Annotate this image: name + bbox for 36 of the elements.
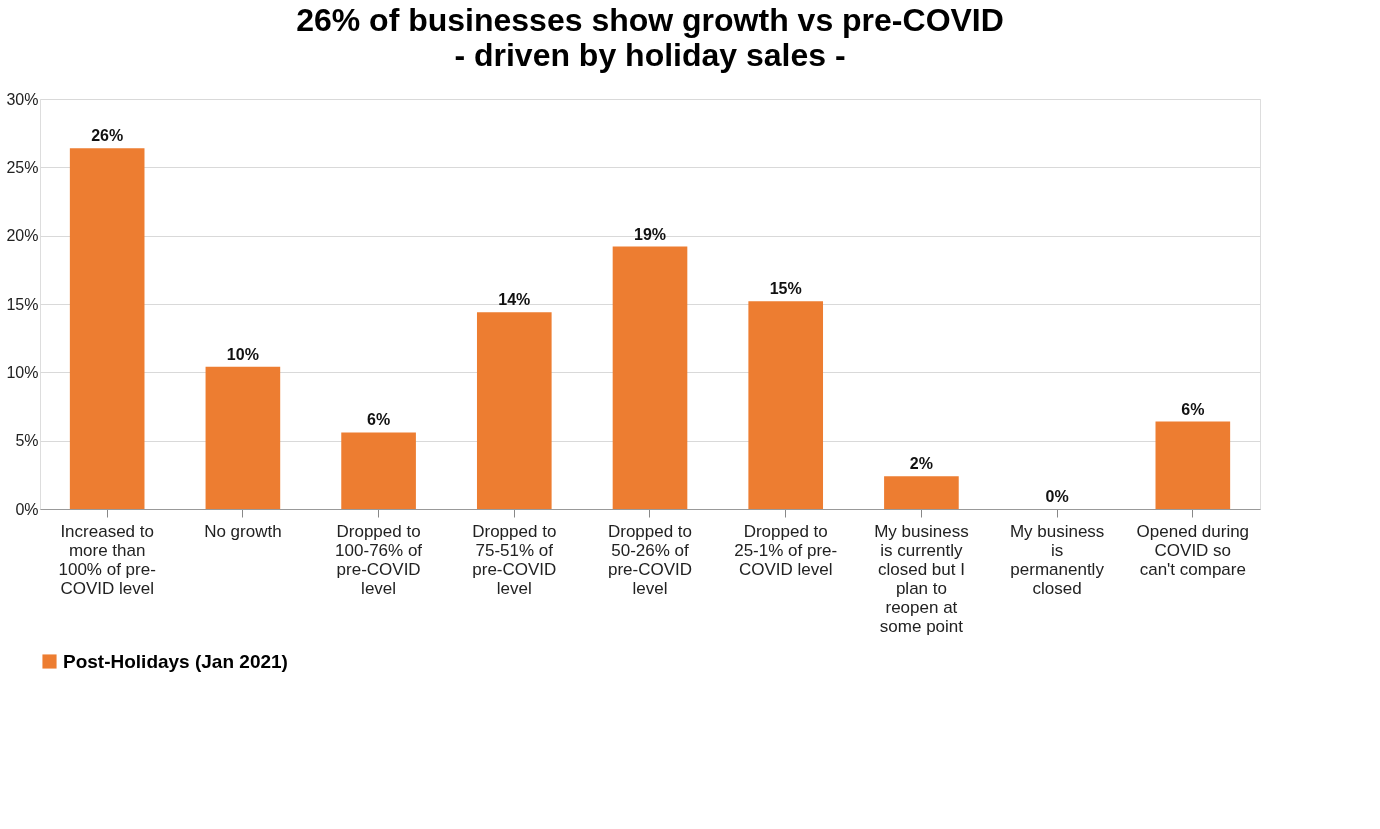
bar bbox=[341, 432, 416, 509]
x-tick-label: My business is currently closed but I plan to reopen at some point bbox=[874, 521, 969, 636]
bar bbox=[748, 301, 824, 509]
x-tick-label: My business is permanently closed bbox=[1009, 521, 1105, 598]
x-tick-label: Dropped to 100-76% of pre-COVID level bbox=[335, 521, 423, 598]
legend-label: Post-Holidays (Jan 2021) bbox=[63, 650, 288, 672]
data-label: 14% bbox=[498, 291, 531, 309]
y-tick-label: 5% bbox=[15, 432, 39, 450]
data-label: 0% bbox=[1045, 488, 1069, 505]
bar bbox=[884, 476, 959, 509]
x-tick-label: Opened during COVID so can't compare bbox=[1136, 521, 1250, 579]
y-tick-label: 0% bbox=[15, 500, 39, 518]
x-tick-label: Dropped to 75-51% of pre-COVID level bbox=[472, 521, 557, 598]
y-tick-label: 10% bbox=[6, 363, 39, 381]
data-label: 10% bbox=[226, 345, 259, 363]
x-tick-label: Dropped to 25-1% of pre-COVID level bbox=[734, 521, 838, 579]
x-tick-label: Dropped to 50-26% of pre-COVID level bbox=[607, 521, 693, 598]
data-label: 6% bbox=[367, 411, 391, 429]
x-tick-label: No growth bbox=[204, 521, 282, 541]
chart-subtitle: - driven by holiday sales - bbox=[454, 37, 846, 73]
chart-title: 26% of businesses show growth vs pre-COVID bbox=[296, 2, 1004, 38]
y-tick-label: 30% bbox=[6, 90, 39, 108]
x-tick-label: Increased to more than 100% of pre-COVID level bbox=[58, 521, 156, 598]
data-label: 6% bbox=[1181, 400, 1205, 418]
bar bbox=[69, 148, 145, 509]
y-tick-label: 25% bbox=[6, 158, 39, 176]
data-label: 2% bbox=[909, 455, 933, 473]
bar bbox=[205, 366, 281, 509]
y-tick-label: 15% bbox=[6, 295, 39, 313]
data-label: 19% bbox=[633, 225, 667, 243]
bar bbox=[1155, 421, 1231, 509]
y-tick-label: 20% bbox=[6, 227, 39, 245]
data-label: 26% bbox=[91, 127, 124, 145]
data-label: 15% bbox=[769, 280, 802, 298]
bar bbox=[476, 312, 552, 509]
bar bbox=[612, 246, 688, 509]
